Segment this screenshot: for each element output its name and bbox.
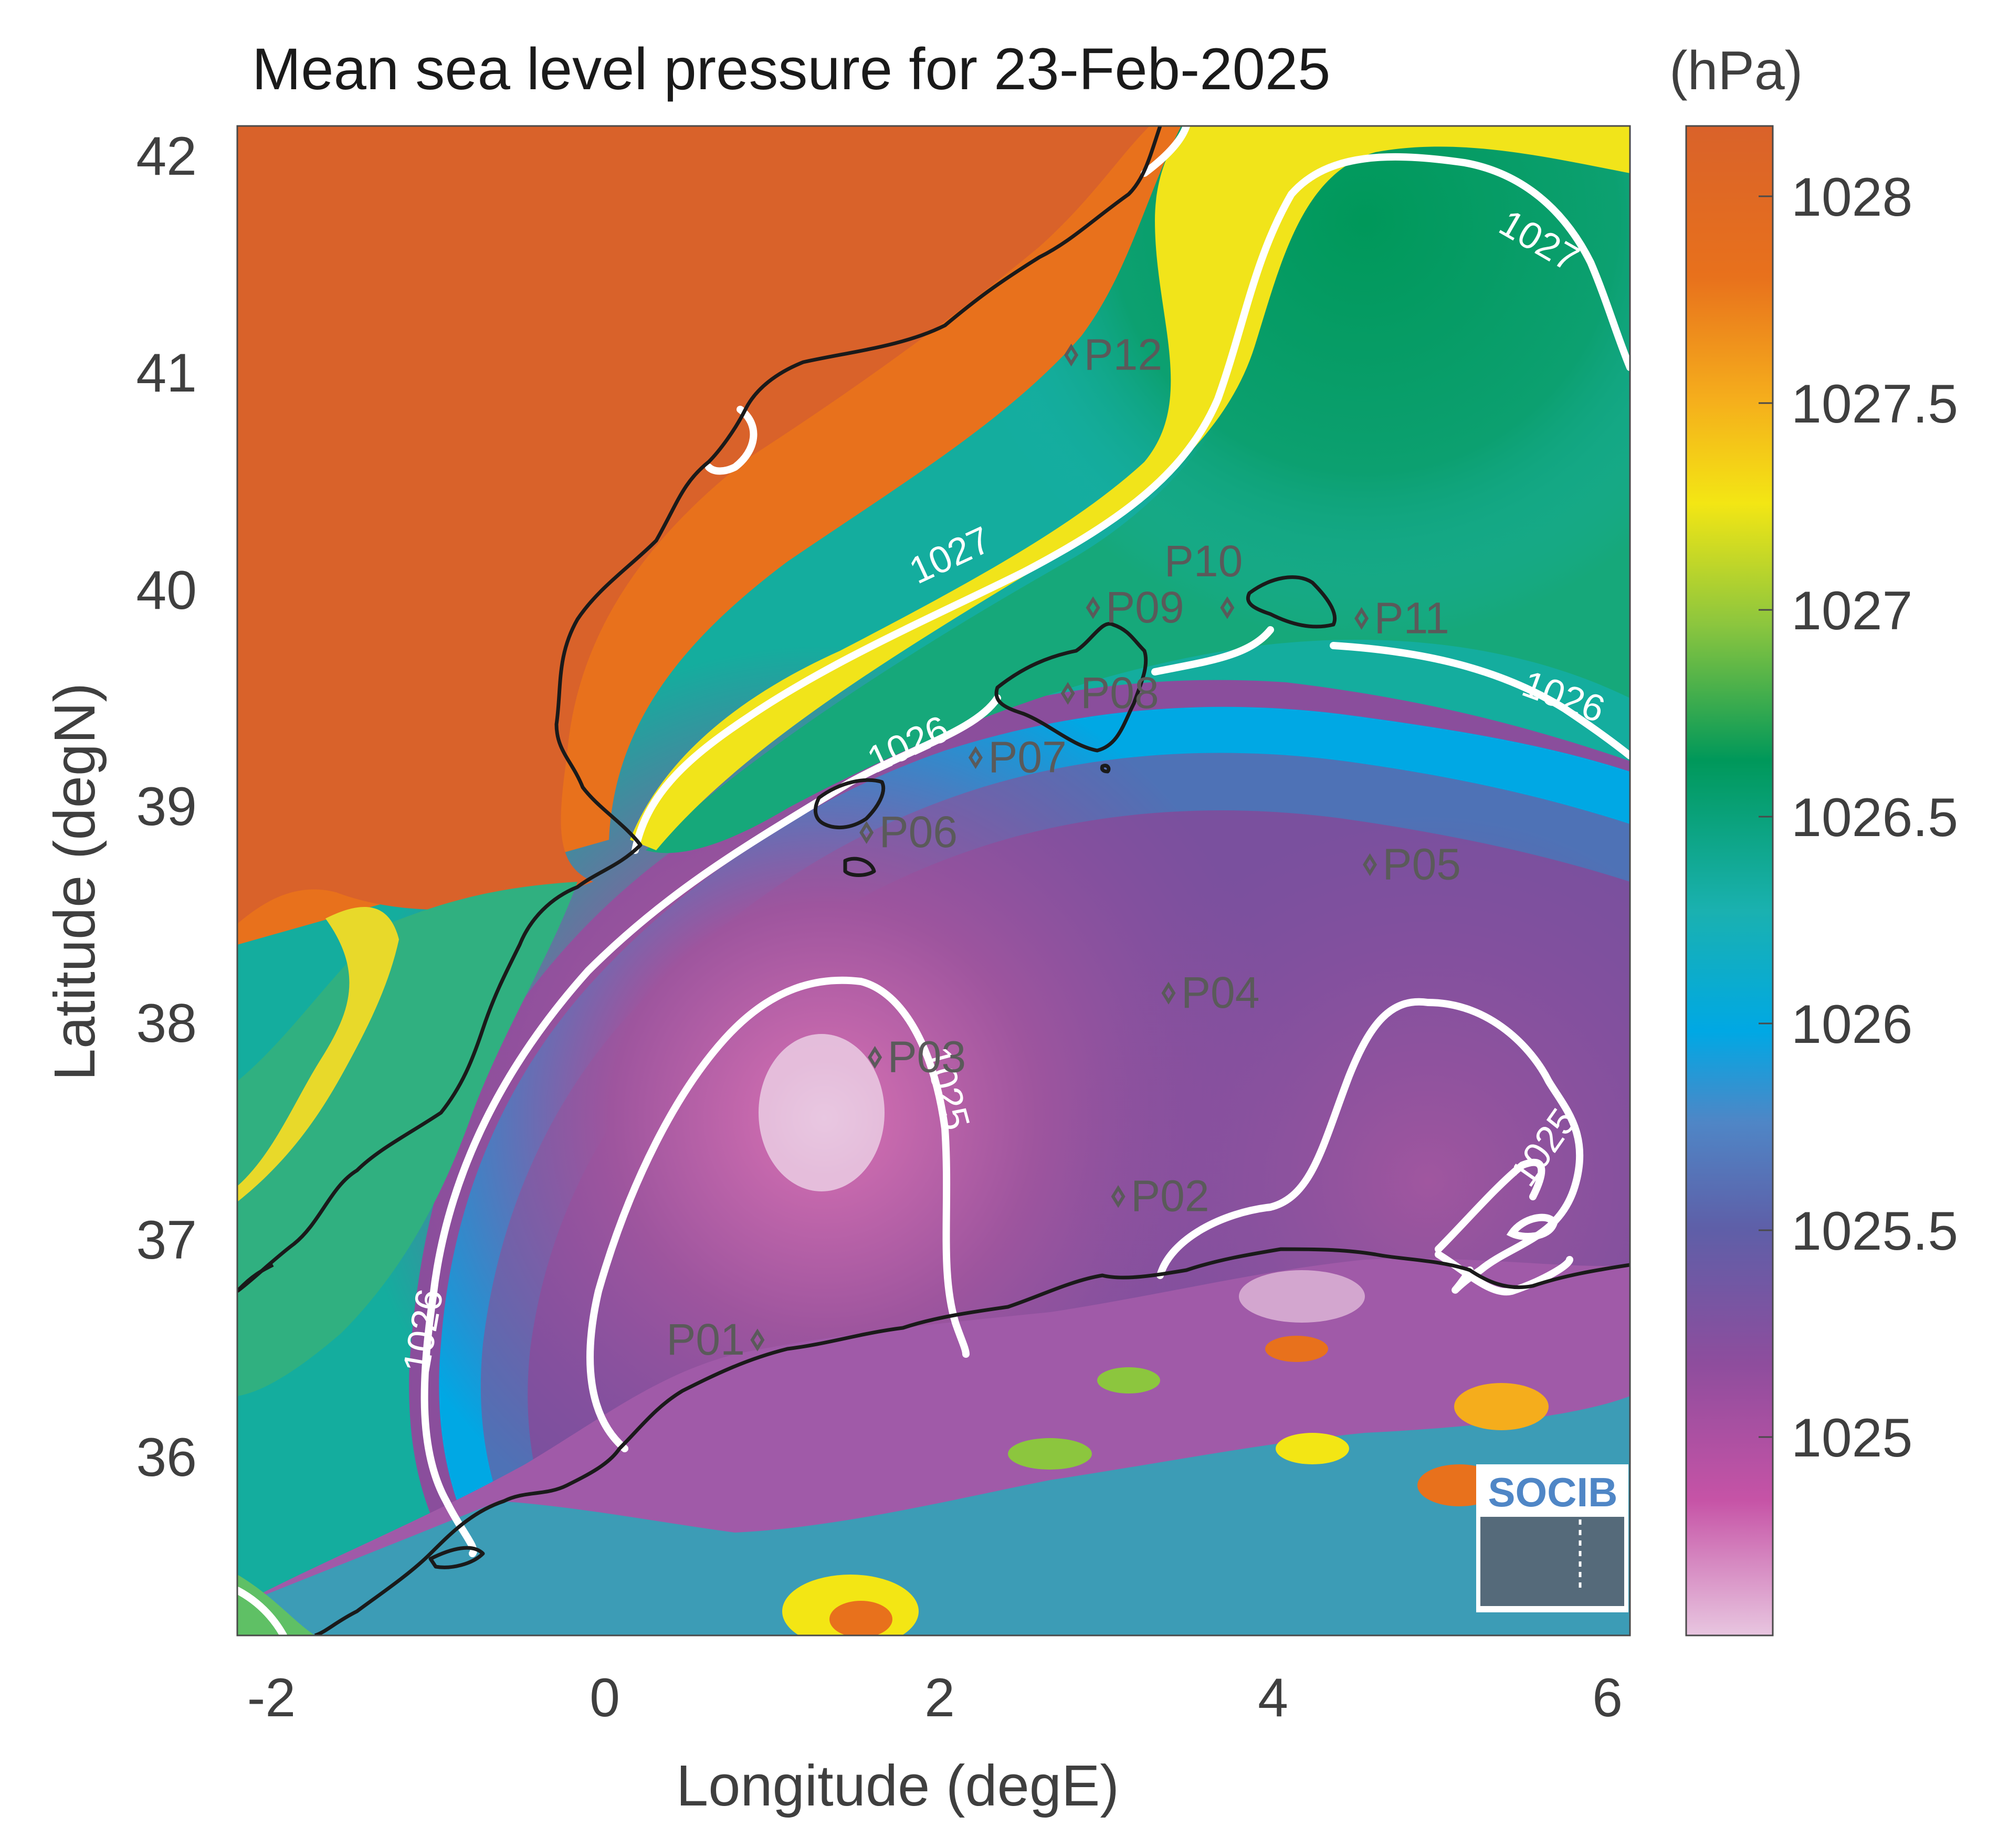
station-label-p01: P01 bbox=[666, 1315, 744, 1364]
coastlines bbox=[237, 126, 1630, 1635]
coastline-menorca bbox=[1246, 575, 1337, 629]
contour-1027-coast bbox=[1141, 126, 1190, 177]
y-axis-label: Latitude (degN) bbox=[43, 683, 107, 1081]
field-africa-high-6 bbox=[1008, 1438, 1092, 1470]
contour-1026-south bbox=[420, 1293, 477, 1557]
station-marker-p06 bbox=[859, 821, 874, 844]
field-land-sw bbox=[237, 882, 577, 1396]
x-tick-label-4: 4 bbox=[1258, 1667, 1288, 1728]
field-africa-high-5 bbox=[1265, 1336, 1328, 1362]
field-land-sw-yellow bbox=[237, 906, 399, 1202]
colorbar-label-1026: 1026 bbox=[1791, 994, 1912, 1055]
contour-1025-east bbox=[1156, 998, 1584, 1294]
station-marker-p03 bbox=[868, 1046, 882, 1069]
coastline-mallorca bbox=[994, 621, 1148, 753]
socib-logo: SOCIB bbox=[1476, 1464, 1628, 1612]
colorbar-ticks bbox=[1759, 195, 1773, 1438]
colorbar-label-1027: 1027 bbox=[1791, 580, 1912, 641]
y-tick-label-40: 40 bbox=[136, 560, 197, 621]
station-label-p04: P04 bbox=[1181, 968, 1259, 1017]
chart-title: Mean sea level pressure for 23-Feb-2025 bbox=[252, 36, 1330, 102]
y-axis: 36 37 38 39 40 41 42 Latitude (degN) bbox=[43, 126, 197, 1488]
station-marker-p05 bbox=[1363, 853, 1377, 877]
field-africa-high-1b bbox=[829, 1601, 892, 1635]
field-band-yellow bbox=[630, 126, 1630, 850]
x-tick-label-6: 6 bbox=[1592, 1667, 1623, 1728]
coastline-alboran bbox=[428, 1546, 485, 1569]
coastline-cabrera bbox=[1100, 764, 1111, 774]
pressure-contours bbox=[237, 126, 1630, 1635]
coastline-spain-south bbox=[237, 1263, 274, 1293]
x-tick-label-2: 2 bbox=[924, 1667, 955, 1728]
station-marker-p02 bbox=[1111, 1185, 1126, 1208]
colorbar-label-1025.5: 1025.5 bbox=[1791, 1201, 1958, 1262]
y-tick-label-42: 42 bbox=[136, 126, 197, 187]
station-label-p07: P07 bbox=[988, 732, 1066, 782]
field-africa-high-8 bbox=[1097, 1367, 1160, 1393]
station-label-p03: P03 bbox=[888, 1032, 966, 1082]
station-marker-p09 bbox=[1086, 596, 1100, 619]
y-tick-label-41: 41 bbox=[136, 343, 197, 404]
station-marker-p10 bbox=[1220, 596, 1235, 619]
station-label-p11: P11 bbox=[1374, 593, 1449, 642]
y-tick-label-38: 38 bbox=[136, 993, 197, 1054]
colorbar-gradient bbox=[1685, 125, 1774, 1636]
coastline-iberia bbox=[237, 126, 1162, 1293]
station-marker-p04 bbox=[1161, 981, 1176, 1005]
x-axis: -2 0 2 4 6 Longitude (degE) bbox=[247, 1667, 1623, 1818]
map-frame bbox=[236, 125, 1631, 1636]
station-label-p05: P05 bbox=[1383, 839, 1461, 889]
field-band-darkorange bbox=[237, 126, 1150, 924]
station-label-p09: P09 bbox=[1106, 583, 1184, 632]
contour-1026-main bbox=[429, 626, 1630, 1300]
station-label-p02: P02 bbox=[1131, 1171, 1209, 1221]
contour-small-loop bbox=[1506, 1213, 1558, 1240]
field-africa-pink bbox=[1239, 1270, 1365, 1323]
colorbar-label-1026.5: 1026.5 bbox=[1791, 787, 1958, 848]
y-tick-label-36: 36 bbox=[136, 1427, 197, 1488]
x-tick-label-neg2: -2 bbox=[247, 1667, 296, 1728]
station-marker-p12 bbox=[1064, 343, 1079, 367]
contour-1027-main bbox=[632, 153, 1630, 854]
station-marker-p01 bbox=[750, 1328, 765, 1351]
x-tick-label-0: 0 bbox=[590, 1667, 620, 1728]
colorbar-units-label: (hPa) bbox=[1669, 40, 1803, 101]
coastline-formentera bbox=[843, 857, 876, 877]
colorbar-label-1025: 1025 bbox=[1791, 1408, 1912, 1469]
y-tick-label-37: 37 bbox=[136, 1210, 197, 1271]
station-marker-p08 bbox=[1060, 682, 1075, 705]
station-label-p12: P12 bbox=[1084, 330, 1162, 379]
socib-logo-text: SOCIB bbox=[1488, 1469, 1617, 1515]
coastline-ibiza bbox=[813, 778, 886, 830]
field-africa-high-4 bbox=[1276, 1433, 1349, 1464]
colorbar: 1025 1025.5 1026 1026.5 1027 1027.5 1028 bbox=[1685, 125, 1958, 1636]
station-label-p10: P10 bbox=[1164, 536, 1243, 586]
field-sw-corner bbox=[237, 1575, 315, 1635]
contour-1025-se bbox=[1435, 1251, 1573, 1296]
contour-sw-corner bbox=[237, 1587, 287, 1635]
x-axis-label: Longitude (degE) bbox=[676, 1754, 1119, 1818]
station-marker-p11 bbox=[1354, 607, 1369, 630]
colorbar-label-1028: 1028 bbox=[1791, 167, 1912, 228]
colorbar-label-1027.5: 1027.5 bbox=[1791, 374, 1958, 435]
station-marker-p07 bbox=[968, 746, 983, 769]
contour-1027-cape bbox=[705, 406, 758, 475]
y-tick-label-39: 39 bbox=[136, 776, 197, 837]
coastline-africa bbox=[314, 1247, 1630, 1635]
socib-logo-water bbox=[1480, 1517, 1624, 1606]
station-label-p08: P08 bbox=[1080, 668, 1159, 717]
map-plot-area: SOCIB bbox=[237, 126, 1630, 1635]
field-africa-high-2 bbox=[1454, 1383, 1549, 1430]
contour-1025-west bbox=[586, 976, 970, 1452]
station-label-p06: P06 bbox=[879, 807, 958, 857]
contour-1025-east-loop bbox=[1435, 1158, 1545, 1253]
